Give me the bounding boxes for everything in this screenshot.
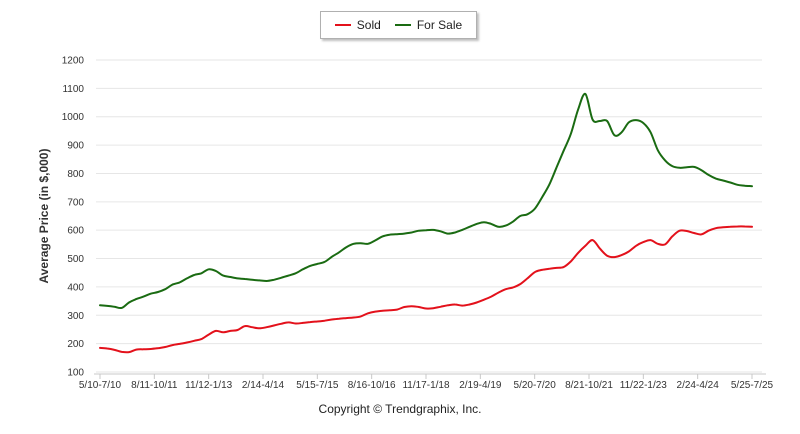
x-tick-label-1: 8/11-10/11 [131, 380, 178, 391]
y-tick-label-300: 300 [67, 311, 84, 322]
y-tick-label-200: 200 [67, 339, 84, 350]
x-tick-label-7: 2/19-4/19 [459, 380, 502, 391]
x-tick-label-4: 5/15-7/15 [296, 380, 339, 391]
x-tick-label-5: 8/16-10/16 [348, 380, 396, 391]
x-tick-label-8: 5/20-7/20 [514, 380, 557, 391]
y-tick-label-100: 100 [67, 368, 84, 379]
x-tick-label-2: 11/12-1/13 [185, 380, 233, 391]
x-tick-label-3: 2/14-4/14 [242, 380, 285, 391]
legend-swatch-sold [334, 24, 351, 26]
legend-label-for-sale: For Sale [416, 18, 463, 32]
y-tick-label-800: 800 [67, 169, 84, 180]
x-tick-label-9: 8/21-10/21 [565, 380, 613, 391]
chart-legend: Sold For Sale [320, 11, 477, 39]
y-tick-label-400: 400 [67, 282, 84, 293]
y-tick-label-600: 600 [67, 226, 84, 237]
legend-label-sold: Sold [356, 18, 381, 32]
x-tick-label-0: 5/10-7/10 [79, 380, 122, 391]
y-axis-title: Average Price (in $,000) [37, 149, 51, 284]
legend-item-for-sale[interactable]: For Sale [394, 18, 463, 32]
x-tick-label-10: 11/22-1/23 [620, 380, 668, 391]
y-tick-label-900: 900 [67, 141, 84, 152]
legend-swatch-for-sale [394, 24, 411, 26]
series-line-for-sale [99, 92, 753, 310]
x-tick-label-12: 5/25-7/25 [731, 380, 774, 391]
y-tick-label-1000: 1000 [62, 112, 85, 123]
y-tick-label-700: 700 [67, 197, 84, 208]
legend-item-sold[interactable]: Sold [334, 18, 381, 32]
x-tick-label-6: 11/17-1/18 [402, 380, 450, 391]
y-tick-label-1200: 1200 [62, 56, 85, 67]
series-line-sold [99, 225, 753, 354]
copyright-text: Copyright © Trendgraphix, Inc. [318, 402, 482, 416]
y-tick-label-1100: 1100 [62, 84, 84, 95]
y-tick-label-500: 500 [67, 254, 84, 265]
x-tick-label-11: 2/24-4/24 [677, 380, 720, 391]
